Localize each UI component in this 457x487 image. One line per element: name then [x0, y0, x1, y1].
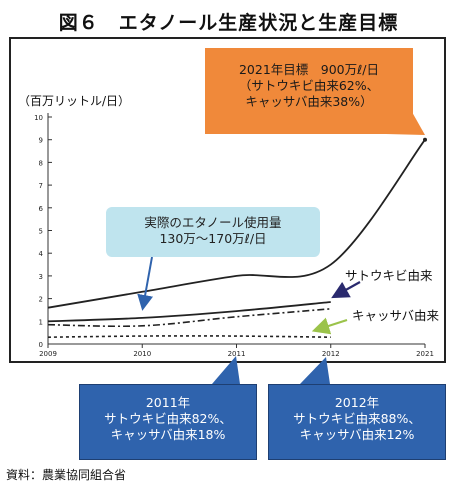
series-label-sugarcane: サトウキビ由来 — [345, 268, 433, 283]
x-tick-label: 2021 — [416, 350, 434, 358]
source-note: 資料：農業協同組合省 — [6, 468, 127, 482]
x-tick-label: 2012 — [322, 350, 340, 358]
target-point — [423, 137, 427, 142]
y-tick-label: 3 — [39, 273, 43, 281]
y-tick-label: 10 — [34, 114, 43, 122]
y-tick-label: 0 — [39, 341, 43, 349]
series-line-0 — [47, 139, 426, 309]
chart-lines — [47, 137, 427, 338]
y-tick-label: 9 — [39, 137, 43, 145]
callout-arrows — [137, 112, 425, 384]
year-2011-callout: 2011年 サトウキビ由来82%、 キャッサバ由来18% — [79, 384, 257, 460]
target-callout: 2021年目標 900万ℓ/日 （サトウキビ由来62%、 キャッサバ由来38%） — [205, 48, 413, 134]
y2011-callout-line2: サトウキビ由来82%、 — [104, 411, 232, 426]
y-tick-label: 2 — [39, 296, 43, 304]
y2011-callout-line3: キャッサバ由来18% — [110, 427, 226, 442]
y2012-callout-line1: 2012年 — [334, 395, 380, 410]
chart-ticks: 0 1 2 3 4 5 6 7 8 9 10 2009 2010 2011 2012 2021 — [34, 114, 434, 358]
target-callout-line3: キャッサバ由来38%） — [245, 94, 373, 109]
x-tick-label: 2009 — [39, 350, 57, 358]
actual-usage-arrow — [137, 256, 153, 311]
y-tick-label: 6 — [39, 205, 44, 213]
series-line-2 — [47, 308, 331, 328]
y-tick-label: 8 — [39, 159, 43, 167]
y-tick-label: 7 — [39, 182, 43, 190]
series-label-cassava: キャッサバ由来 — [352, 308, 440, 323]
cassava-arrow — [311, 317, 348, 335]
x-tick-label: 2011 — [228, 350, 246, 358]
actual-callout-line1: 実際のエタノール使用量 — [144, 215, 282, 230]
year-2012-callout: 2012年 サトウキビ由来88%、 キャッサバ由来12% — [268, 384, 446, 460]
sugarcane-arrow — [331, 281, 361, 299]
target-callout-line1: 2021年目標 900万ℓ/日 — [238, 62, 380, 77]
y-tick-label: 1 — [39, 318, 43, 326]
y2012-callout-tail — [300, 357, 330, 384]
y-tick-label: 4 — [39, 250, 44, 258]
actual-usage-callout: 実際のエタノール使用量 130万～170万ℓ/日 — [106, 207, 320, 257]
series-line-1 — [47, 301, 331, 323]
y-axis-label: （百万リットル/日） — [18, 94, 131, 108]
y-tick-label: 5 — [39, 228, 43, 236]
target-callout-line2: （サトウキビ由来62%、 — [238, 78, 380, 93]
actual-callout-line2: 130万～170万ℓ/日 — [159, 231, 267, 246]
y2012-callout-line2: サトウキビ由来88%、 — [293, 411, 421, 426]
y2011-callout-line1: 2011年 — [145, 395, 191, 410]
series-line-3 — [47, 335, 331, 338]
y2011-callout-tail — [212, 356, 240, 384]
page-title: 図６ エタノール生産状況と生産目標 — [58, 12, 399, 34]
x-tick-label: 2010 — [133, 350, 151, 358]
y2012-callout-line3: キャッサバ由来12% — [299, 427, 415, 442]
